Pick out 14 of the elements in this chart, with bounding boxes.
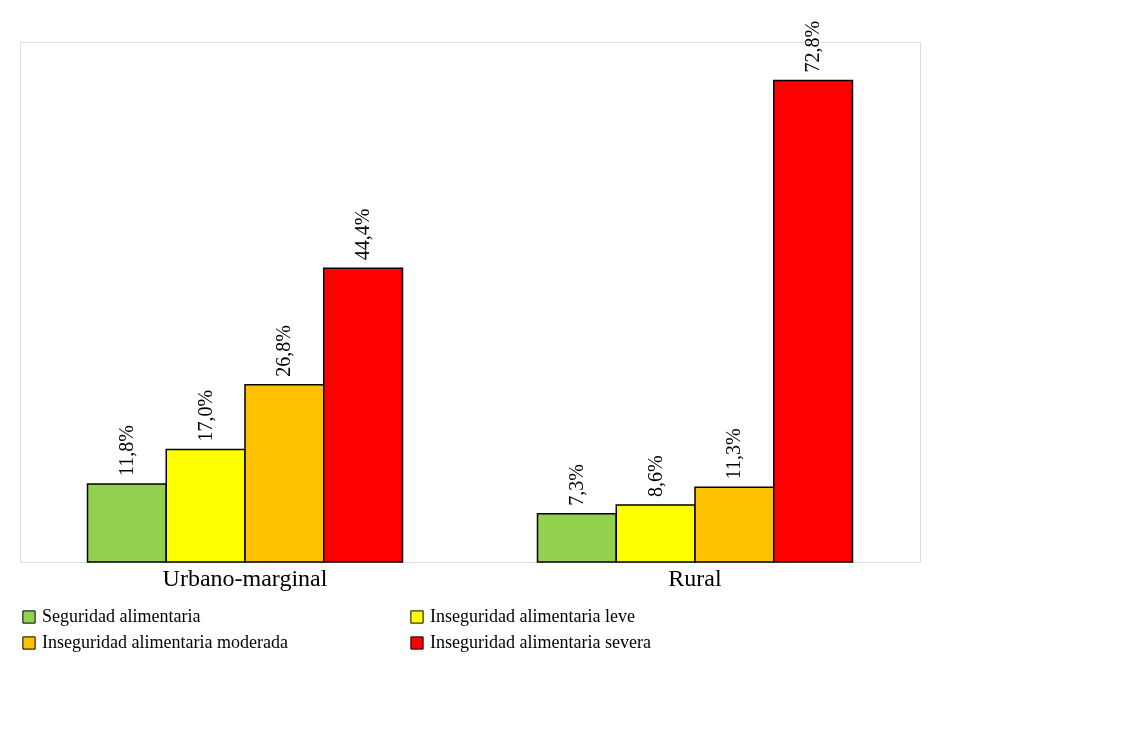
data-label: 44,4% — [351, 208, 374, 261]
x-tick-label: Urbano-marginal — [162, 564, 328, 591]
legend-label: Inseguridad alimentaria leve — [430, 606, 635, 626]
data-label: 11,8% — [114, 425, 137, 476]
data-label: 11,3% — [722, 428, 745, 480]
data-label: 8,6% — [643, 455, 666, 498]
x-tick-label: Rural — [668, 564, 722, 591]
data-label: 72,8% — [801, 20, 824, 73]
legend-label: Inseguridad alimentaria moderada — [42, 632, 288, 652]
legend-label: Seguridad alimentaria — [42, 606, 201, 626]
data-label: 7,3% — [564, 464, 587, 506]
data-label: 26,8% — [272, 325, 295, 377]
legend-label: Inseguridad alimentaria severa — [430, 632, 651, 652]
data-label: 17,0% — [193, 389, 216, 442]
